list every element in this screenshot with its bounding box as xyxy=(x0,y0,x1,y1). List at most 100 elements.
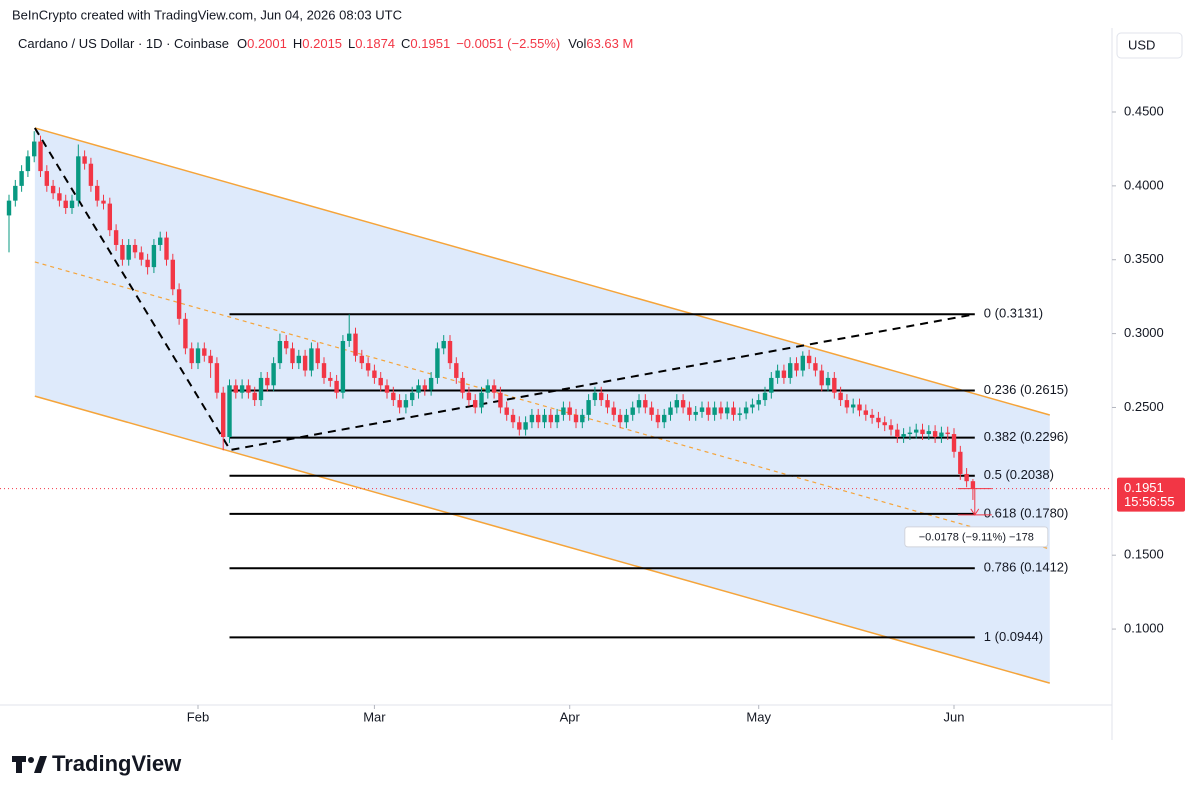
candle-body xyxy=(725,407,730,414)
candle-body xyxy=(649,407,654,415)
candle-body xyxy=(554,414,560,423)
candle-body xyxy=(309,348,314,371)
ohlc-key: O xyxy=(237,36,247,51)
candle-body xyxy=(277,340,283,364)
candle-body xyxy=(844,400,850,408)
x-tick-label: Jun xyxy=(944,709,965,724)
candle-body xyxy=(151,244,157,268)
candle-body xyxy=(95,185,100,201)
ohlc-value: 0.1874 xyxy=(355,36,395,51)
y-tick-label: 0.1000 xyxy=(1124,621,1164,636)
candle-body xyxy=(365,363,371,371)
candle-body xyxy=(630,407,635,415)
candle-body xyxy=(813,363,818,371)
currency-box[interactable] xyxy=(1116,32,1183,59)
ohlc-key: C xyxy=(401,36,410,51)
candle-body xyxy=(895,429,900,438)
candle-body xyxy=(208,355,213,364)
brand: TradingView xyxy=(52,751,182,776)
candle-body xyxy=(536,414,541,423)
candle-body xyxy=(517,422,522,430)
fib-label: 0.382 (0.2296) xyxy=(984,429,1069,444)
candle-body xyxy=(958,451,963,474)
candle-body xyxy=(221,392,226,438)
price-marker xyxy=(1117,477,1185,512)
candle-body xyxy=(170,259,176,290)
candle-body xyxy=(580,414,585,423)
volume-key: Vol xyxy=(568,36,586,51)
candle-body xyxy=(347,333,352,341)
candle-body xyxy=(888,425,894,430)
candle-body xyxy=(397,400,402,408)
candle-body xyxy=(69,200,75,209)
candle-body xyxy=(57,193,62,201)
candle-body xyxy=(586,400,591,415)
candle-body xyxy=(624,414,629,423)
candle-body xyxy=(825,377,831,386)
candle-body xyxy=(6,200,12,216)
candle-body xyxy=(592,392,598,401)
candle-body xyxy=(775,370,780,378)
ohlc-value: 0.2001 xyxy=(247,36,287,51)
candle-body xyxy=(302,355,308,371)
candle-body xyxy=(706,407,711,415)
candle-body xyxy=(718,407,724,414)
candle-body xyxy=(964,473,969,482)
candle-body xyxy=(416,385,421,393)
candle-body xyxy=(139,252,144,260)
candle-body xyxy=(832,377,837,393)
candle-body xyxy=(939,432,944,438)
candle-body xyxy=(340,340,346,393)
candle-body xyxy=(504,407,509,415)
candle-body xyxy=(428,377,434,390)
candle-body xyxy=(561,407,566,415)
candle-body xyxy=(202,348,207,356)
candle-body xyxy=(901,434,906,438)
candle-body xyxy=(359,355,365,364)
candle-body xyxy=(63,200,68,209)
change: −0.0051 (−2.55%) xyxy=(456,36,560,51)
y-tick-label: 0.3000 xyxy=(1124,325,1164,340)
candle-body xyxy=(32,141,37,157)
candle-body xyxy=(920,429,925,435)
candle-body xyxy=(479,392,484,408)
candle-body xyxy=(819,370,824,386)
ohlc-value: 0.1951 xyxy=(410,36,450,51)
candle-body xyxy=(227,385,232,438)
candle-body xyxy=(290,348,295,364)
candle-body xyxy=(176,289,182,319)
ohlc-key: H xyxy=(293,36,302,51)
candle-body xyxy=(466,392,472,401)
candle-body xyxy=(214,363,220,393)
candle-body xyxy=(662,414,667,423)
candle-body xyxy=(573,414,579,423)
candle-body xyxy=(239,385,245,393)
candle-body xyxy=(233,385,239,393)
candle-body xyxy=(737,413,743,415)
measure-label: −0.0178 (−9.11%) −178 xyxy=(919,531,1034,543)
candle-body xyxy=(491,385,497,393)
candle-body xyxy=(806,355,812,364)
candle-body xyxy=(50,185,56,194)
y-tick-label: 0.1500 xyxy=(1124,547,1164,562)
candle-body xyxy=(498,392,503,408)
y-tick-label: 0.4500 xyxy=(1124,103,1164,118)
currency[interactable]: USD xyxy=(1128,37,1155,52)
candle-body xyxy=(334,380,339,393)
candle-body xyxy=(750,404,755,408)
candle-body xyxy=(611,407,617,415)
candle-body xyxy=(246,385,251,393)
candle-body xyxy=(876,417,881,423)
candle-body xyxy=(857,404,862,411)
candle-body xyxy=(970,481,976,489)
candle-body xyxy=(542,414,547,423)
candle-body xyxy=(126,244,131,260)
measure-arrowhead xyxy=(970,508,980,516)
fib-label: 0.236 (0.2615) xyxy=(984,382,1069,397)
legend-row: Cardano / US Dollar · 1D · Coinbase O0.20… xyxy=(18,36,633,51)
candle-body xyxy=(195,348,201,364)
candle-body xyxy=(265,377,270,386)
candle-body xyxy=(510,414,516,423)
candle-body xyxy=(699,407,705,412)
countdown: 15:56:55 xyxy=(1124,494,1175,509)
